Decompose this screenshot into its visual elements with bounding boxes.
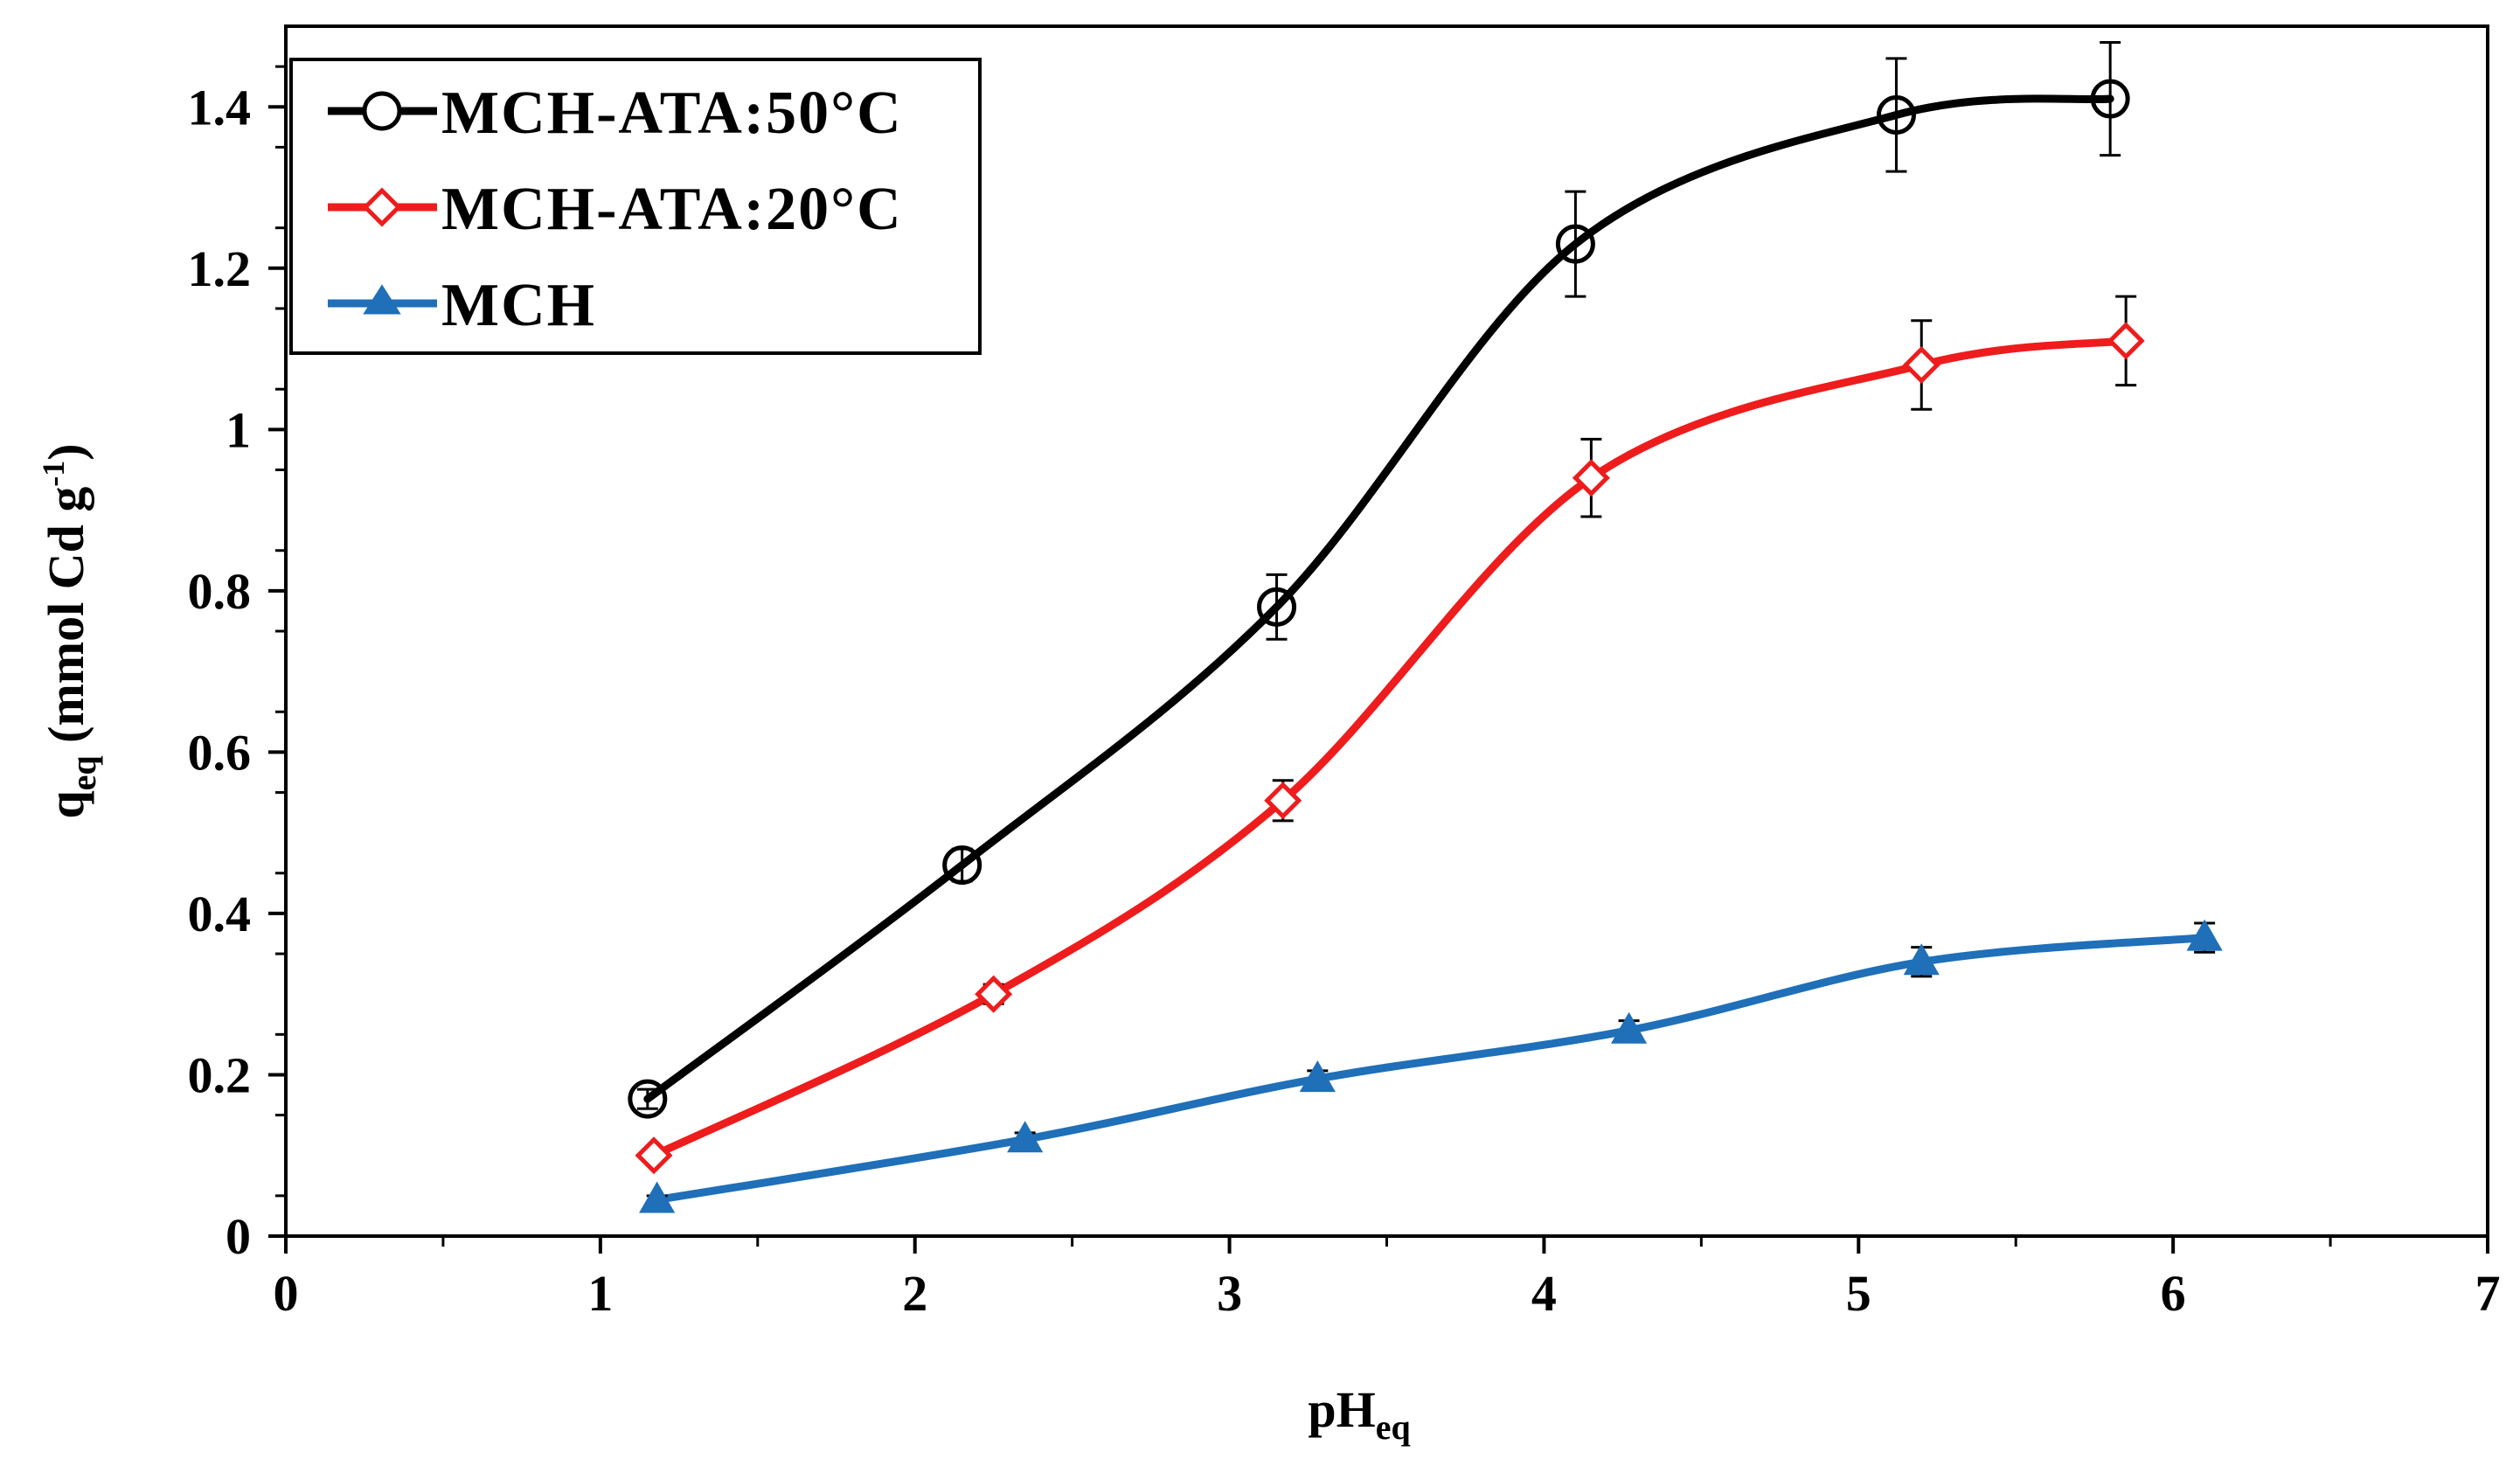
y-axis-title-rest: (mmol Cd g bbox=[38, 487, 94, 756]
x-tick-label: 2 bbox=[902, 1265, 927, 1322]
y-axis-title-sub: eq bbox=[64, 755, 103, 790]
series-line-mch bbox=[653, 934, 2209, 1204]
x-axis-title-sub: eq bbox=[1376, 1407, 1411, 1447]
x-tick-label: 6 bbox=[2161, 1265, 2186, 1322]
data-point bbox=[1876, 94, 1916, 135]
legend-item-mch: MCH bbox=[328, 272, 596, 339]
legend-marker-diamond-icon bbox=[362, 187, 402, 227]
y-axis-title-main: q bbox=[38, 790, 94, 818]
series-layer bbox=[628, 40, 2223, 1213]
data-point bbox=[628, 1079, 668, 1119]
data-point bbox=[1572, 459, 1610, 497]
y-axis: 0 0.2 0.4 0.6 0.8 1 1.2 1.4 bbox=[188, 65, 286, 1265]
x-axis-title-main: pH bbox=[1308, 1381, 1375, 1438]
series-mch-ata-20 bbox=[635, 295, 2145, 1175]
legend-label-mch: MCH bbox=[441, 272, 596, 339]
legend: MCH-ATA:50°C MCH-ATA:20°C MCH bbox=[289, 58, 982, 355]
legend-item-mch-ata-20: MCH-ATA:20°C bbox=[328, 176, 903, 243]
y-axis-title-end: ) bbox=[38, 443, 94, 460]
legend-label-mch-ata-20: MCH-ATA:20°C bbox=[441, 176, 903, 243]
data-point bbox=[1264, 782, 1302, 820]
series-mch-ata-50 bbox=[628, 40, 2130, 1119]
data-point bbox=[635, 1136, 673, 1175]
x-axis: 0 1 2 3 4 5 6 7 bbox=[274, 1236, 2501, 1322]
data-point bbox=[1257, 587, 1297, 627]
data-point bbox=[1007, 1121, 1044, 1153]
data-point bbox=[942, 845, 982, 886]
y-tick-label: 1.4 bbox=[188, 79, 252, 135]
data-point bbox=[975, 975, 1013, 1013]
data-point bbox=[1299, 1060, 1336, 1093]
x-tick-label: 5 bbox=[1846, 1265, 1871, 1322]
data-point bbox=[1555, 224, 1595, 264]
data-point bbox=[1903, 943, 1940, 976]
legend-item-mch-ata-50: MCH-ATA:50°C bbox=[328, 80, 903, 147]
data-point bbox=[2107, 322, 2145, 360]
data-point bbox=[2186, 919, 2223, 951]
y-axis-title-sup: -1 bbox=[36, 461, 71, 487]
y-tick-label: 1.2 bbox=[188, 240, 252, 297]
x-tick-label: 1 bbox=[587, 1265, 613, 1322]
x-tick-label: 3 bbox=[1217, 1265, 1242, 1322]
legend-label-mch-ata-50: MCH-ATA:50°C bbox=[441, 80, 903, 147]
series-mch bbox=[639, 919, 2223, 1213]
y-tick-label: 0.4 bbox=[188, 886, 252, 942]
data-point bbox=[2090, 79, 2130, 119]
data-point bbox=[1902, 345, 1940, 385]
legend-marker-triangle-icon bbox=[363, 284, 401, 315]
y-tick-label: 0.8 bbox=[188, 563, 252, 620]
x-axis-title: pHeq bbox=[1308, 1381, 1410, 1447]
legend-marker-circle-icon bbox=[362, 91, 402, 131]
x-tick-label: 0 bbox=[274, 1265, 299, 1322]
series-line-mch-ata-50 bbox=[643, 94, 2114, 1103]
data-point bbox=[639, 1181, 676, 1213]
x-tick-label: 4 bbox=[1531, 1265, 1557, 1322]
x-tick-label: 7 bbox=[2475, 1265, 2501, 1322]
y-tick-label: 0 bbox=[226, 1208, 251, 1265]
y-axis-title: qeq (mmol Cd g-1) bbox=[36, 443, 103, 818]
y-tick-label: 1 bbox=[226, 401, 251, 458]
data-point bbox=[1611, 1011, 1648, 1044]
y-tick-label: 0.6 bbox=[188, 724, 252, 781]
y-tick-label: 0.2 bbox=[188, 1046, 252, 1103]
